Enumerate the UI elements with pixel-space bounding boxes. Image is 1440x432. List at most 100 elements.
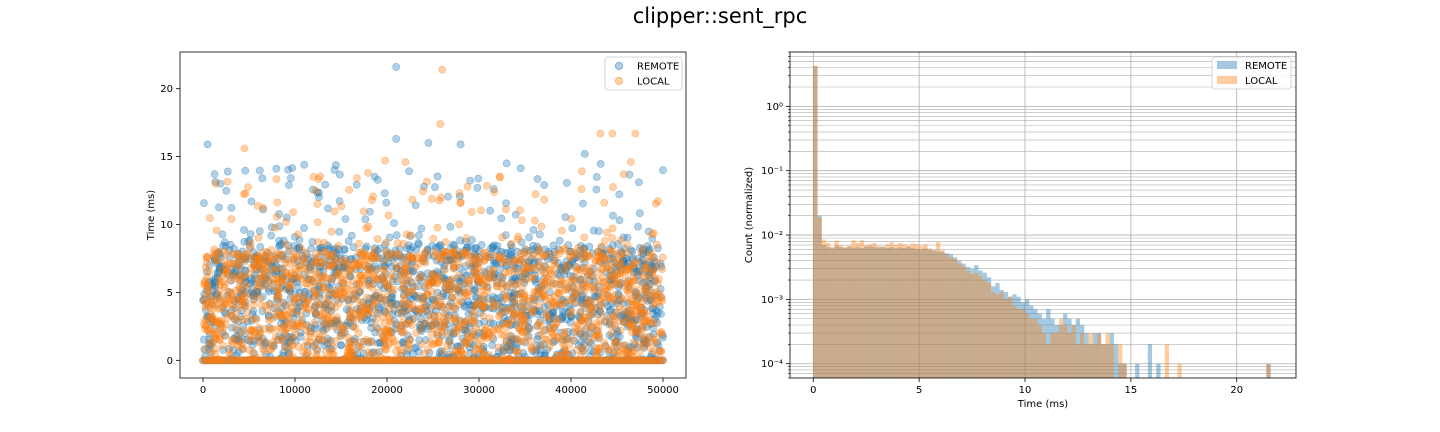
- scatter-point: [611, 356, 619, 365]
- scatter-point: [412, 356, 421, 365]
- scatter-point: [391, 324, 400, 333]
- x-tick-label: 20000: [371, 385, 403, 396]
- scatter-point: [310, 318, 319, 327]
- histogram-bar: [1177, 363, 1182, 378]
- scatter-point: [587, 297, 596, 306]
- scatter-point: [619, 318, 628, 327]
- scatter-point: [474, 356, 483, 365]
- histogram-bar: [1033, 318, 1038, 378]
- scatter-point: [575, 314, 584, 322]
- scatter-point: [321, 180, 330, 189]
- scatter-point: [340, 262, 349, 271]
- scatter-point: [565, 302, 573, 310]
- histogram-bar: [978, 276, 983, 378]
- scatter-point: [330, 317, 339, 326]
- scatter-point: [270, 342, 278, 351]
- scatter-point: [211, 179, 220, 188]
- scatter-point: [511, 356, 520, 365]
- scatter-point: [362, 315, 371, 324]
- scatter-point: [328, 356, 337, 365]
- histogram-bar: [851, 240, 856, 378]
- scatter-point: [576, 330, 584, 339]
- scatter-point: [435, 255, 443, 264]
- scatter-point: [408, 195, 417, 204]
- scatter-point: [314, 335, 323, 344]
- scatter-point: [549, 241, 558, 250]
- scatter-point: [344, 356, 353, 365]
- histogram-bar: [906, 245, 911, 378]
- scatter-point: [489, 293, 498, 301]
- scatter-point: [451, 317, 460, 326]
- scatter-point: [210, 245, 219, 254]
- scatter-point: [200, 295, 208, 304]
- scatter-point: [421, 282, 429, 291]
- scatter-point: [225, 356, 234, 365]
- scatter-point: [461, 325, 469, 334]
- scatter-point: [207, 313, 216, 322]
- scatter-point: [245, 356, 254, 365]
- scatter-point: [334, 282, 343, 291]
- scatter-point: [374, 288, 383, 297]
- scatter-point: [498, 319, 507, 328]
- legend-patch-remote: [1217, 61, 1237, 69]
- scatter-point: [350, 337, 359, 346]
- scatter-point: [520, 248, 529, 256]
- scatter-point: [482, 326, 490, 335]
- scatter-point: [255, 166, 264, 175]
- scatter-point: [341, 270, 350, 279]
- scatter-point: [282, 217, 290, 226]
- scatter-point: [463, 316, 472, 324]
- scatter-series-remote: [199, 63, 667, 365]
- scatter-point: [336, 332, 345, 341]
- scatter-point: [262, 301, 270, 310]
- scatter-point: [416, 276, 425, 285]
- scatter-point: [607, 329, 616, 338]
- scatter-point: [558, 226, 566, 235]
- scatter-point: [438, 356, 447, 365]
- scatter-point: [453, 351, 462, 360]
- scatter-point: [625, 316, 634, 325]
- scatter-point: [614, 356, 623, 365]
- scatter-point: [585, 352, 594, 361]
- scatter-point: [586, 356, 595, 365]
- scatter-point: [585, 276, 594, 285]
- scatter-point: [308, 342, 317, 351]
- scatter-point: [456, 356, 465, 365]
- x-tick-label: 20: [1230, 385, 1243, 396]
- scatter-point: [618, 351, 627, 359]
- scatter-point: [299, 302, 307, 311]
- histogram-bar: [889, 241, 894, 378]
- scatter-point: [467, 208, 476, 216]
- scatter-point: [203, 283, 212, 292]
- scatter-point: [507, 248, 516, 256]
- scatter-point: [639, 244, 647, 253]
- scatter-outlier-point: [203, 140, 212, 149]
- scatter-point: [621, 253, 630, 262]
- scatter-point: [212, 226, 221, 235]
- scatter-point: [610, 351, 619, 360]
- scatter-point: [392, 347, 400, 355]
- scatter-point: [288, 274, 297, 283]
- histogram-bar: [1084, 344, 1089, 378]
- scatter-point: [537, 282, 546, 291]
- scatter-point: [299, 254, 308, 263]
- scatter-point: [461, 356, 470, 365]
- scatter-point: [390, 356, 399, 365]
- scatter-point: [227, 311, 236, 320]
- scatter-point: [647, 249, 656, 258]
- histogram-bar: [1075, 344, 1081, 378]
- scatter-point: [417, 224, 426, 233]
- scatter-point: [414, 356, 422, 365]
- scatter-point: [396, 356, 405, 365]
- scatter-point: [439, 247, 447, 255]
- scatter-point: [532, 346, 541, 355]
- scatter-point: [595, 356, 603, 365]
- scatter-point: [622, 311, 631, 320]
- histogram-bar: [897, 243, 903, 378]
- scatter-point: [289, 333, 297, 342]
- scatter-point: [636, 356, 644, 365]
- scatter-point: [540, 356, 548, 365]
- scatter-point: [445, 356, 454, 365]
- scatter-point: [490, 187, 499, 196]
- scatter-point: [529, 356, 538, 365]
